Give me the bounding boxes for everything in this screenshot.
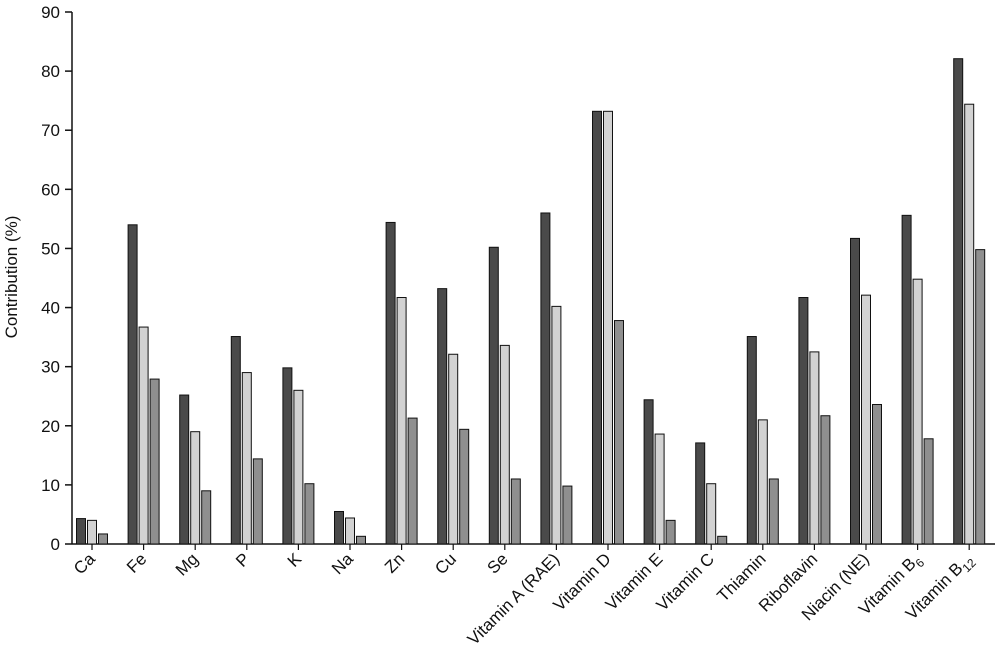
- bar: [665, 519, 676, 545]
- bar: [488, 246, 499, 545]
- bar: [127, 224, 138, 545]
- bar: [138, 326, 149, 545]
- bar: [241, 372, 252, 545]
- bar: [459, 428, 470, 545]
- bar: [706, 483, 717, 545]
- x-tick-label: P: [232, 549, 253, 570]
- x-tick-label-text: Fe: [123, 549, 150, 576]
- bar: [499, 344, 510, 545]
- bar: [850, 237, 860, 545]
- bar: [861, 294, 871, 545]
- x-tick-label: Zn: [381, 549, 408, 576]
- bar: [643, 399, 654, 545]
- bar: [76, 518, 86, 545]
- bar: [717, 535, 728, 545]
- bar: [820, 415, 831, 545]
- y-tick-label: 10: [41, 476, 60, 495]
- bar: [230, 336, 241, 545]
- bar: [809, 351, 820, 545]
- x-tick-label: Vitamin A (RAE): [464, 549, 563, 648]
- bar: [437, 288, 448, 545]
- x-tick-label: Se: [483, 549, 511, 577]
- bar: [385, 221, 396, 545]
- bar: [603, 110, 613, 545]
- bar: [201, 490, 212, 545]
- x-tick-label-text: Zn: [381, 549, 408, 576]
- bar: [768, 478, 779, 545]
- y-tick-label: 60: [41, 180, 60, 199]
- bar: [912, 278, 923, 545]
- y-tick-label: 70: [41, 121, 60, 140]
- bar: [540, 212, 551, 545]
- x-tick-label-text: Se: [483, 549, 511, 577]
- y-tick-label: 80: [41, 62, 60, 81]
- x-tick-label-text: Cu: [431, 549, 460, 578]
- bar: [282, 367, 293, 545]
- bar: [746, 336, 757, 545]
- bar: [356, 535, 366, 545]
- bar: [654, 433, 665, 545]
- y-tick-label: 0: [51, 535, 60, 554]
- x-tick-label-text: Na: [328, 549, 357, 578]
- bar: [923, 438, 934, 545]
- y-tick-label: 30: [41, 358, 60, 377]
- bar: [510, 478, 521, 545]
- bar: [293, 389, 304, 545]
- bar: [396, 297, 407, 545]
- x-tick-label: Ca: [70, 549, 99, 578]
- y-tick-label: 20: [41, 417, 60, 436]
- x-tick-label-text: P: [232, 549, 253, 570]
- x-tick-label-text: Vitamin A (RAE): [464, 549, 563, 648]
- bars-group: [76, 58, 986, 545]
- bar: [798, 297, 809, 545]
- x-tick-label: K: [284, 549, 306, 571]
- bar: [872, 403, 882, 545]
- bar: [87, 519, 97, 545]
- bar: [252, 458, 263, 545]
- x-tick-label: Mg: [172, 549, 202, 579]
- bar: [448, 353, 459, 545]
- x-tick-label-text: Ca: [70, 549, 99, 578]
- bar: [695, 442, 706, 545]
- bar: [562, 485, 573, 545]
- bar: [964, 103, 975, 545]
- y-axis-label: Contribution (%): [2, 216, 21, 339]
- bar: [551, 305, 562, 545]
- bar: [592, 110, 602, 545]
- bar: [953, 58, 964, 545]
- y-tick-label: 50: [41, 239, 60, 258]
- y-tick-label: 40: [41, 299, 60, 318]
- bar: [304, 483, 315, 545]
- bar: [975, 249, 986, 545]
- bar: [179, 394, 190, 545]
- bar: [190, 431, 201, 545]
- y-tick-label: 90: [41, 3, 60, 22]
- bar: [901, 214, 912, 545]
- bar: [757, 419, 768, 545]
- bar: [614, 320, 624, 545]
- x-tick-label: Fe: [123, 549, 150, 576]
- bar: [345, 517, 355, 545]
- x-tick-label: Cu: [431, 549, 460, 578]
- bar: [149, 378, 160, 545]
- x-tick-label-text: K: [284, 549, 306, 571]
- x-tick-label: Na: [328, 549, 357, 578]
- bar: [407, 417, 418, 545]
- x-tick-label-text: Mg: [172, 549, 202, 579]
- y-axis: 0 10 20 30 40 50 60 70 80 90: [41, 3, 73, 554]
- bar: [98, 533, 108, 545]
- bar: [334, 510, 344, 545]
